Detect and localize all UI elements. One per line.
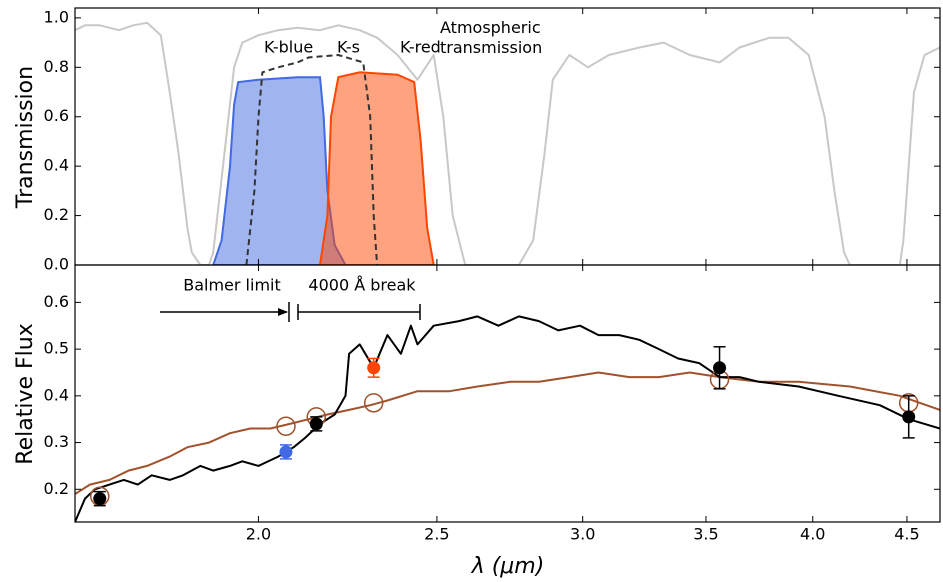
series-label: K-s — [337, 38, 360, 57]
x-tick-label: 2.0 — [246, 525, 271, 544]
x-axis-label: λ (μm) — [471, 554, 545, 579]
y-tick-label: 0.8 — [44, 57, 69, 76]
series-line — [75, 21, 940, 265]
data-point — [93, 492, 107, 506]
data-point — [713, 361, 727, 375]
annotation: Balmer limit — [183, 276, 281, 295]
y-axis-label: Relative Flux — [13, 323, 38, 464]
y-tick-label: 0.3 — [44, 432, 69, 451]
y-tick-label: 0.0 — [44, 255, 69, 274]
annotation: 4000 Å break — [308, 276, 416, 295]
y-tick-label: 1.0 — [44, 7, 69, 26]
axes: 0.0 0.2 0.4 0.6 0.8 1.0 Atmospheric transmissi… — [44, 7, 940, 544]
data-point — [309, 417, 323, 431]
y-tick-label: 0.6 — [44, 106, 69, 125]
x-tick-label: 4.0 — [800, 525, 825, 544]
y-axis-label: Transmission — [13, 66, 38, 209]
data-point — [902, 410, 916, 424]
y-tick-label: 0.5 — [44, 339, 69, 358]
series-line — [75, 371, 940, 495]
model-point — [363, 393, 384, 413]
data-point — [367, 361, 381, 375]
series-label: Atmospheric transmission — [440, 18, 546, 57]
y-tick-label: 0.6 — [44, 292, 69, 311]
y-tick-label: 0.4 — [44, 385, 69, 404]
x-tick-label: 2.5 — [424, 525, 449, 544]
series-label: K-red — [400, 38, 441, 57]
x-tick-label: 4.5 — [894, 525, 919, 544]
x-tick-label: 3.5 — [693, 525, 718, 544]
y-tick-label: 0.2 — [44, 479, 69, 498]
x-tick-label: 3.0 — [570, 525, 595, 544]
data-point — [279, 445, 293, 459]
y-tick-label: 0.4 — [44, 156, 69, 175]
bottom-panel — [75, 315, 940, 522]
model-point — [276, 416, 296, 436]
y-tick-label: 0.2 — [44, 205, 69, 224]
filter-area — [319, 71, 435, 265]
series-line — [75, 315, 940, 522]
bottom-frame — [74, 264, 941, 523]
series-label: K-blue — [264, 38, 313, 57]
top-panel — [75, 21, 940, 265]
